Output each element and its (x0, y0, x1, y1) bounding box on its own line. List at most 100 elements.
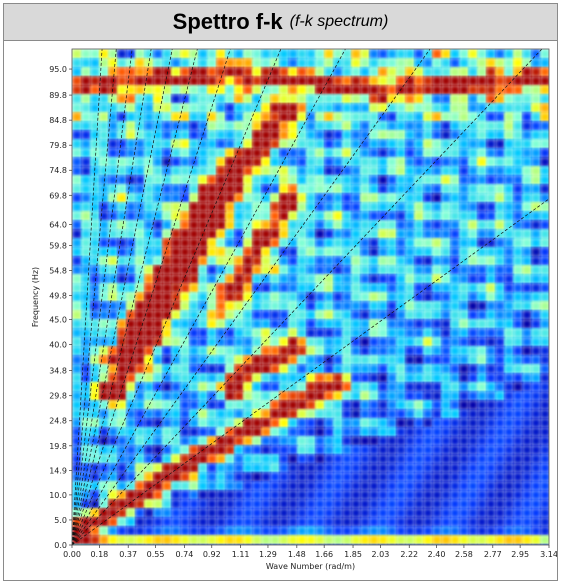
heatmap-cell (315, 148, 325, 158)
heatmap-cell (90, 292, 100, 302)
heatmap-cell (207, 130, 217, 140)
heatmap-cell (504, 247, 514, 257)
heatmap-cell (243, 508, 253, 518)
heatmap-cell (432, 463, 442, 473)
heatmap-cell (540, 85, 549, 95)
heatmap-cell (405, 157, 415, 167)
heatmap-cell (171, 391, 181, 401)
heatmap-cell (198, 517, 208, 527)
heatmap-cell (189, 364, 199, 374)
heatmap-cell (495, 427, 505, 437)
heatmap-cell (234, 463, 244, 473)
heatmap-cell (315, 103, 325, 113)
heatmap-cell (288, 94, 298, 104)
heatmap-cell (504, 481, 514, 491)
heatmap-cell (162, 175, 172, 185)
heatmap-cell (333, 292, 343, 302)
heatmap-cell (450, 364, 460, 374)
heatmap-cell (135, 499, 145, 509)
heatmap-cell (459, 409, 469, 419)
heatmap-cell (216, 49, 226, 59)
heatmap-cell (90, 112, 100, 122)
heatmap-cell (396, 247, 406, 257)
heatmap-cell (540, 535, 549, 545)
heatmap-cell (486, 121, 496, 131)
heatmap-cell (306, 373, 316, 383)
heatmap-cell (108, 112, 118, 122)
heatmap-cell (126, 391, 136, 401)
heatmap-cell (495, 265, 505, 275)
heatmap-cell (189, 526, 199, 536)
heatmap-cell (99, 256, 109, 266)
heatmap-cell (270, 409, 280, 419)
heatmap-cell (360, 274, 370, 284)
heatmap-cell (531, 355, 541, 365)
heatmap-cell (135, 112, 145, 122)
heatmap-cell (180, 76, 190, 86)
heatmap-cell (495, 238, 505, 248)
heatmap-cell (531, 472, 541, 482)
heatmap-cell (243, 472, 253, 482)
heatmap-cell (504, 166, 514, 176)
heatmap-cell (360, 229, 370, 239)
heatmap-cell (162, 112, 172, 122)
heatmap-cell (468, 400, 478, 410)
heatmap-cell (423, 274, 433, 284)
heatmap-cell (171, 139, 181, 149)
heatmap-cell (423, 328, 433, 338)
y-tick-label: 34.8 (49, 367, 67, 376)
heatmap-cell (495, 454, 505, 464)
heatmap-cell (171, 463, 181, 473)
heatmap-cell (486, 103, 496, 113)
heatmap-cell (477, 265, 487, 275)
heatmap-cell (90, 355, 100, 365)
heatmap-cell (378, 238, 388, 248)
heatmap-cell (324, 67, 334, 77)
heatmap-cell (270, 166, 280, 176)
heatmap-cell (144, 229, 154, 239)
heatmap-cell (225, 310, 235, 320)
heatmap-cell (486, 85, 496, 95)
heatmap-cell (333, 220, 343, 230)
heatmap-cell (153, 310, 163, 320)
heatmap-cell (504, 58, 514, 68)
heatmap-cell (144, 157, 154, 167)
heatmap-cell (324, 319, 334, 329)
heatmap-cell (270, 202, 280, 212)
heatmap-cell (144, 535, 154, 545)
heatmap-cell (261, 85, 271, 95)
heatmap-cell (126, 229, 136, 239)
heatmap-cell (270, 274, 280, 284)
heatmap-cell (117, 256, 127, 266)
heatmap-cell (504, 382, 514, 392)
heatmap-cell (144, 526, 154, 536)
heatmap-cell (99, 175, 109, 185)
heatmap-cell (495, 49, 505, 59)
heatmap-cell (315, 517, 325, 527)
heatmap-cell (432, 526, 442, 536)
velocity-line (72, 49, 431, 545)
heatmap-cell (144, 211, 154, 221)
heatmap-cell (468, 220, 478, 230)
heatmap-cell (405, 409, 415, 419)
heatmap-cell (234, 328, 244, 338)
heatmap-cell (351, 301, 361, 311)
heatmap-cell (72, 409, 82, 419)
heatmap-cell (477, 319, 487, 329)
x-tick-label: 2.77 (484, 550, 502, 559)
heatmap-cell (540, 328, 549, 338)
heatmap-cell (360, 67, 370, 77)
heatmap-cell (126, 436, 136, 446)
heatmap-cell (279, 472, 289, 482)
heatmap-cell (171, 211, 181, 221)
heatmap-cell (189, 247, 199, 257)
heatmap-cell (468, 454, 478, 464)
heatmap-cell (171, 220, 181, 230)
heatmap-cell (315, 184, 325, 194)
heatmap-cell (450, 121, 460, 131)
heatmap-cell (297, 364, 307, 374)
heatmap-cell (207, 292, 217, 302)
heatmap-cell (486, 238, 496, 248)
heatmap-cell (207, 220, 217, 230)
heatmap-cell (234, 535, 244, 545)
